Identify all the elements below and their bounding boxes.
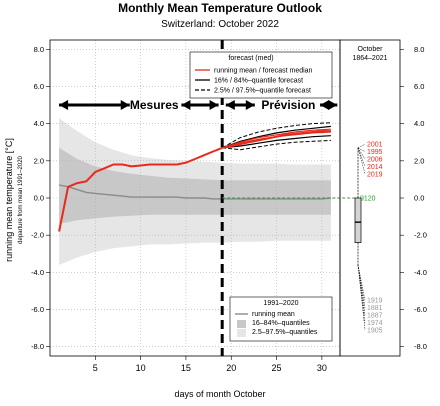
band-q16-84 (59, 147, 331, 224)
legend-forecast-entry: 16% / 84%–quantile forecast (214, 78, 303, 85)
y-tick-label: -8.0 (31, 342, 44, 351)
y-tick-label-right: 6.0 (414, 82, 424, 91)
legend-clim-title: 1991–2020 (263, 300, 298, 307)
arrow-mesures-left-head-left (59, 100, 69, 111)
series-running-mean (58, 130, 331, 232)
arrow-mesures-right-head-right (209, 100, 219, 111)
warm-year-connector (357, 147, 366, 167)
arrow-mesures-left-head-right (120, 100, 130, 111)
warm-year-connector (357, 147, 366, 174)
y-tick-label-right: -6.0 (414, 305, 427, 314)
x-tick-label: 15 (181, 363, 191, 373)
cold-year-connector (357, 264, 366, 308)
legend-clim-entry: running mean (252, 311, 295, 318)
axes: -8.0 -6.0 -4.0 -2.0 0.0 2.0 4.0 6.0 8.0 5 10 15 20 25… (31, 39, 341, 373)
side-title-1: October (358, 46, 384, 53)
chart-title: Monthly Mean Temperature Outlook (118, 1, 322, 15)
cold-year-label: 1881 (367, 305, 383, 312)
y-tick-label: 4.0 (34, 119, 44, 128)
x-tick-label: 20 (226, 363, 236, 373)
chart-subtitle: Switzerland: October 2022 (161, 19, 279, 30)
series-member-b (222, 128, 331, 149)
y-tick-label-right: 8.0 (414, 45, 424, 54)
series-q84 (221, 125, 331, 149)
series-clim-mean (58, 184, 331, 200)
warm-year-label: 2006 (367, 156, 383, 163)
cold-year-label: 1905 (367, 327, 383, 334)
warm-year-connector (357, 147, 366, 152)
y-tick-label: -2.0 (31, 231, 44, 240)
box-iqr (354, 197, 362, 243)
y-tick-label-right: -4.0 (414, 268, 427, 277)
y-axis-sublabel: departure from mean 1991–2020 (18, 155, 24, 243)
warm-year-label: 2001 (367, 142, 383, 149)
legend-clim-entry: 16–84%–quantiles (252, 320, 310, 327)
arrow-mesures-right-head-left (181, 100, 191, 111)
legend-clim-box (229, 296, 333, 342)
arrow-prevision-right-head-left (320, 100, 330, 111)
y-tick-label-right: -8.0 (414, 342, 427, 351)
plot-area: Mesures Prévision forecast (med) running me… (50, 40, 340, 356)
arrow-prevision-right-head-right (328, 100, 338, 111)
x-tick-label: 30 (317, 363, 327, 373)
series-q16 (222, 135, 331, 149)
warm-year-connector (357, 143, 366, 149)
legend-forecast-box (189, 51, 333, 99)
cold-year-connector (357, 264, 366, 331)
legend-forecast-entry: 2.5% / 97.5%–quantile forecast (214, 88, 311, 95)
legend-clim-entry: 2.5–97.5%–quantiles (252, 329, 318, 336)
y-tick-label-right: 4.0 (414, 119, 424, 128)
legend-clim-swatch-q025 (237, 329, 246, 337)
y-axis-label: running mean temperature [°C] (4, 138, 14, 262)
plot-inner (50, 40, 340, 356)
cold-year-connector (357, 264, 366, 323)
x-tick-label: 10 (136, 363, 146, 373)
y-tick-label: 6.0 (34, 82, 44, 91)
legend-forecast-title: forecast (med) (228, 55, 273, 62)
y-tick-label: -4.0 (31, 268, 44, 277)
current-value-label: 9120 (360, 196, 376, 203)
label-prevision: Prévision (261, 98, 315, 112)
side-title-2: 1864–2021 (352, 55, 387, 62)
warm-year-connector (357, 147, 366, 160)
label-mesures: Mesures (130, 98, 179, 112)
warm-year-label: 2019 (367, 171, 383, 178)
y-tick-label-right: -2.0 (414, 231, 427, 240)
y-tick-label: -6.0 (31, 305, 44, 314)
y-tick-label: 2.0 (34, 156, 44, 165)
legend-forecast-entry: running mean / forecast median (214, 68, 313, 75)
series-q025 (222, 139, 331, 151)
series-q975 (221, 122, 331, 149)
y-tick-label: 0.0 (34, 194, 44, 203)
x-axis-label: days of month October (174, 389, 265, 399)
cold-year-label: 1887 (367, 313, 383, 320)
y-tick-label-right: 0.0 (414, 194, 424, 203)
cold-year-label: 1974 (367, 320, 383, 327)
warm-year-label: 2014 (367, 164, 383, 171)
legend-clim-swatch-q16 (237, 320, 246, 328)
cold-year-label: 1919 (367, 298, 383, 305)
y-tick-label-right: 2.0 (414, 156, 424, 165)
side-panel: October 1864–2021 -8.0 -6.0 -4.0 -2.0 0.0 2.0 4.… (222, 39, 427, 357)
x-tick-label: 5 (93, 363, 98, 373)
warm-year-label: 1995 (367, 149, 383, 156)
y-tick-label: 8.0 (34, 45, 44, 54)
x-tick-label: 25 (272, 363, 282, 373)
arrow-prevision-left-head-right (245, 100, 255, 111)
arrow-prevision-left-head-left (225, 100, 235, 111)
